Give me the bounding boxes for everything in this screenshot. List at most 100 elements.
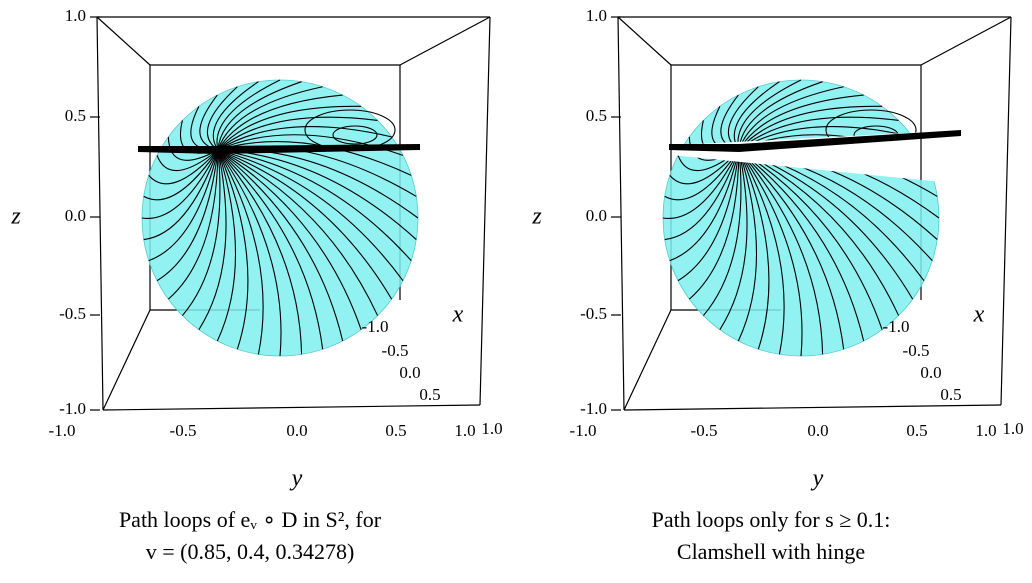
path-loop (217, 105, 362, 151)
x-tick-label: 1.0 (1002, 419, 1023, 438)
path-loop (737, 150, 757, 342)
y-tick-label: 1.0 (454, 421, 475, 440)
sphere (141, 79, 419, 357)
path-loop (143, 149, 219, 241)
path-loop (738, 86, 844, 148)
z-tick-label: -1.0 (580, 399, 607, 418)
path-loop (738, 81, 823, 148)
z-tick-label: -0.5 (59, 304, 86, 323)
path-loop (662, 150, 740, 219)
path-loop (332, 125, 378, 145)
path-loop (738, 150, 845, 350)
plot-panel: 1.0 0.5 0.0 -0.5 -1.0 -1.0 -0.5 0.0 0.5 1.0 -1.0 -0… (531, 6, 1023, 564)
caption-line: Path loops of eᵥ ∘ D in S², for (119, 507, 382, 532)
y-tick-label: -0.5 (170, 421, 197, 440)
path-loop (198, 149, 227, 330)
path-loop (156, 149, 219, 172)
z-tick-label: -0.5 (580, 304, 607, 323)
z-tick-label: 0.5 (65, 106, 86, 125)
y-tick-label: 1.0 (975, 421, 996, 440)
y-tick-label: -1.0 (49, 421, 76, 440)
x-axis-label: x (973, 302, 985, 328)
path-loop (217, 81, 302, 151)
path-loop (141, 149, 219, 219)
path-loop (669, 150, 740, 262)
path-loop (206, 86, 238, 151)
path-loop (217, 94, 343, 151)
path-loop (738, 116, 899, 148)
path-loop (148, 149, 219, 262)
path-loop (738, 94, 864, 148)
path-loop (825, 109, 917, 148)
x-tick-label: -1.0 (362, 317, 389, 336)
path-loop (711, 106, 740, 148)
hinge-band (669, 130, 961, 152)
path-loop (217, 149, 379, 316)
x-tick-label: 1.0 (481, 419, 502, 438)
path-loop (217, 149, 393, 300)
x-axis-label: x (452, 302, 464, 328)
path-loop (217, 86, 323, 151)
y-tick-label: -1.0 (570, 421, 597, 440)
box-edge (920, 16, 1012, 66)
path-loop (217, 126, 392, 151)
path-loop (738, 150, 824, 355)
path-loop (719, 150, 748, 330)
path-loop (700, 120, 740, 148)
path-loop (217, 149, 303, 355)
y-tick-label: 0.0 (807, 421, 828, 440)
z-tick-label: 0.5 (586, 106, 607, 125)
z-axis-label: z (10, 204, 21, 230)
path-loop (738, 150, 803, 357)
path-loop (181, 149, 221, 316)
path-loop (738, 150, 785, 355)
path-loop (738, 150, 900, 316)
path-loop (217, 149, 324, 350)
path-loop (738, 150, 770, 350)
box-edge (479, 16, 491, 406)
y-tick-label: 0.5 (906, 421, 927, 440)
path-loop (167, 149, 219, 300)
z-tick-label: 0.0 (65, 206, 86, 225)
path-loop (143, 149, 219, 201)
path-loop (217, 140, 412, 176)
y-axis-label: y (811, 466, 824, 492)
caption-line: Clamshell with hinge (677, 539, 865, 564)
path-loop (217, 149, 249, 350)
caption-line: Path loops only for s ≥ 0.1: (652, 507, 891, 532)
box-edge (102, 404, 481, 411)
path-loop (216, 149, 236, 342)
path-loop (148, 149, 219, 185)
box-edge (96, 16, 151, 66)
box-edge (102, 309, 151, 411)
path-loop (664, 150, 740, 241)
path-loop (688, 136, 740, 148)
x-tick-label: -1.0 (883, 317, 910, 336)
path-loop (217, 116, 378, 151)
x-tick-label: 0.0 (920, 363, 941, 382)
box-edge (617, 16, 625, 411)
box-edge (1000, 16, 1012, 406)
z-tick-label: -1.0 (59, 399, 86, 418)
path-loop (738, 150, 865, 342)
path-loop (217, 149, 264, 355)
path-loop (664, 150, 740, 201)
z-tick-label: 1.0 (586, 6, 607, 25)
z-tick-label: 0.0 (586, 206, 607, 225)
path-loop (217, 149, 412, 262)
path-loop (688, 150, 740, 300)
path-loop (677, 150, 740, 282)
box-edge (399, 16, 491, 66)
x-tick-label: 0.5 (419, 385, 440, 404)
path-loop (738, 150, 883, 330)
path-loop (738, 105, 883, 148)
box-edge (623, 309, 672, 411)
y-tick-label: 0.5 (385, 421, 406, 440)
path-loop (702, 150, 742, 316)
path-loop (217, 149, 282, 357)
hinge-band (138, 144, 420, 154)
path-loop (167, 136, 219, 161)
z-tick-label: 1.0 (65, 6, 86, 25)
box-edge (96, 16, 104, 411)
x-tick-label: 0.5 (940, 385, 961, 404)
